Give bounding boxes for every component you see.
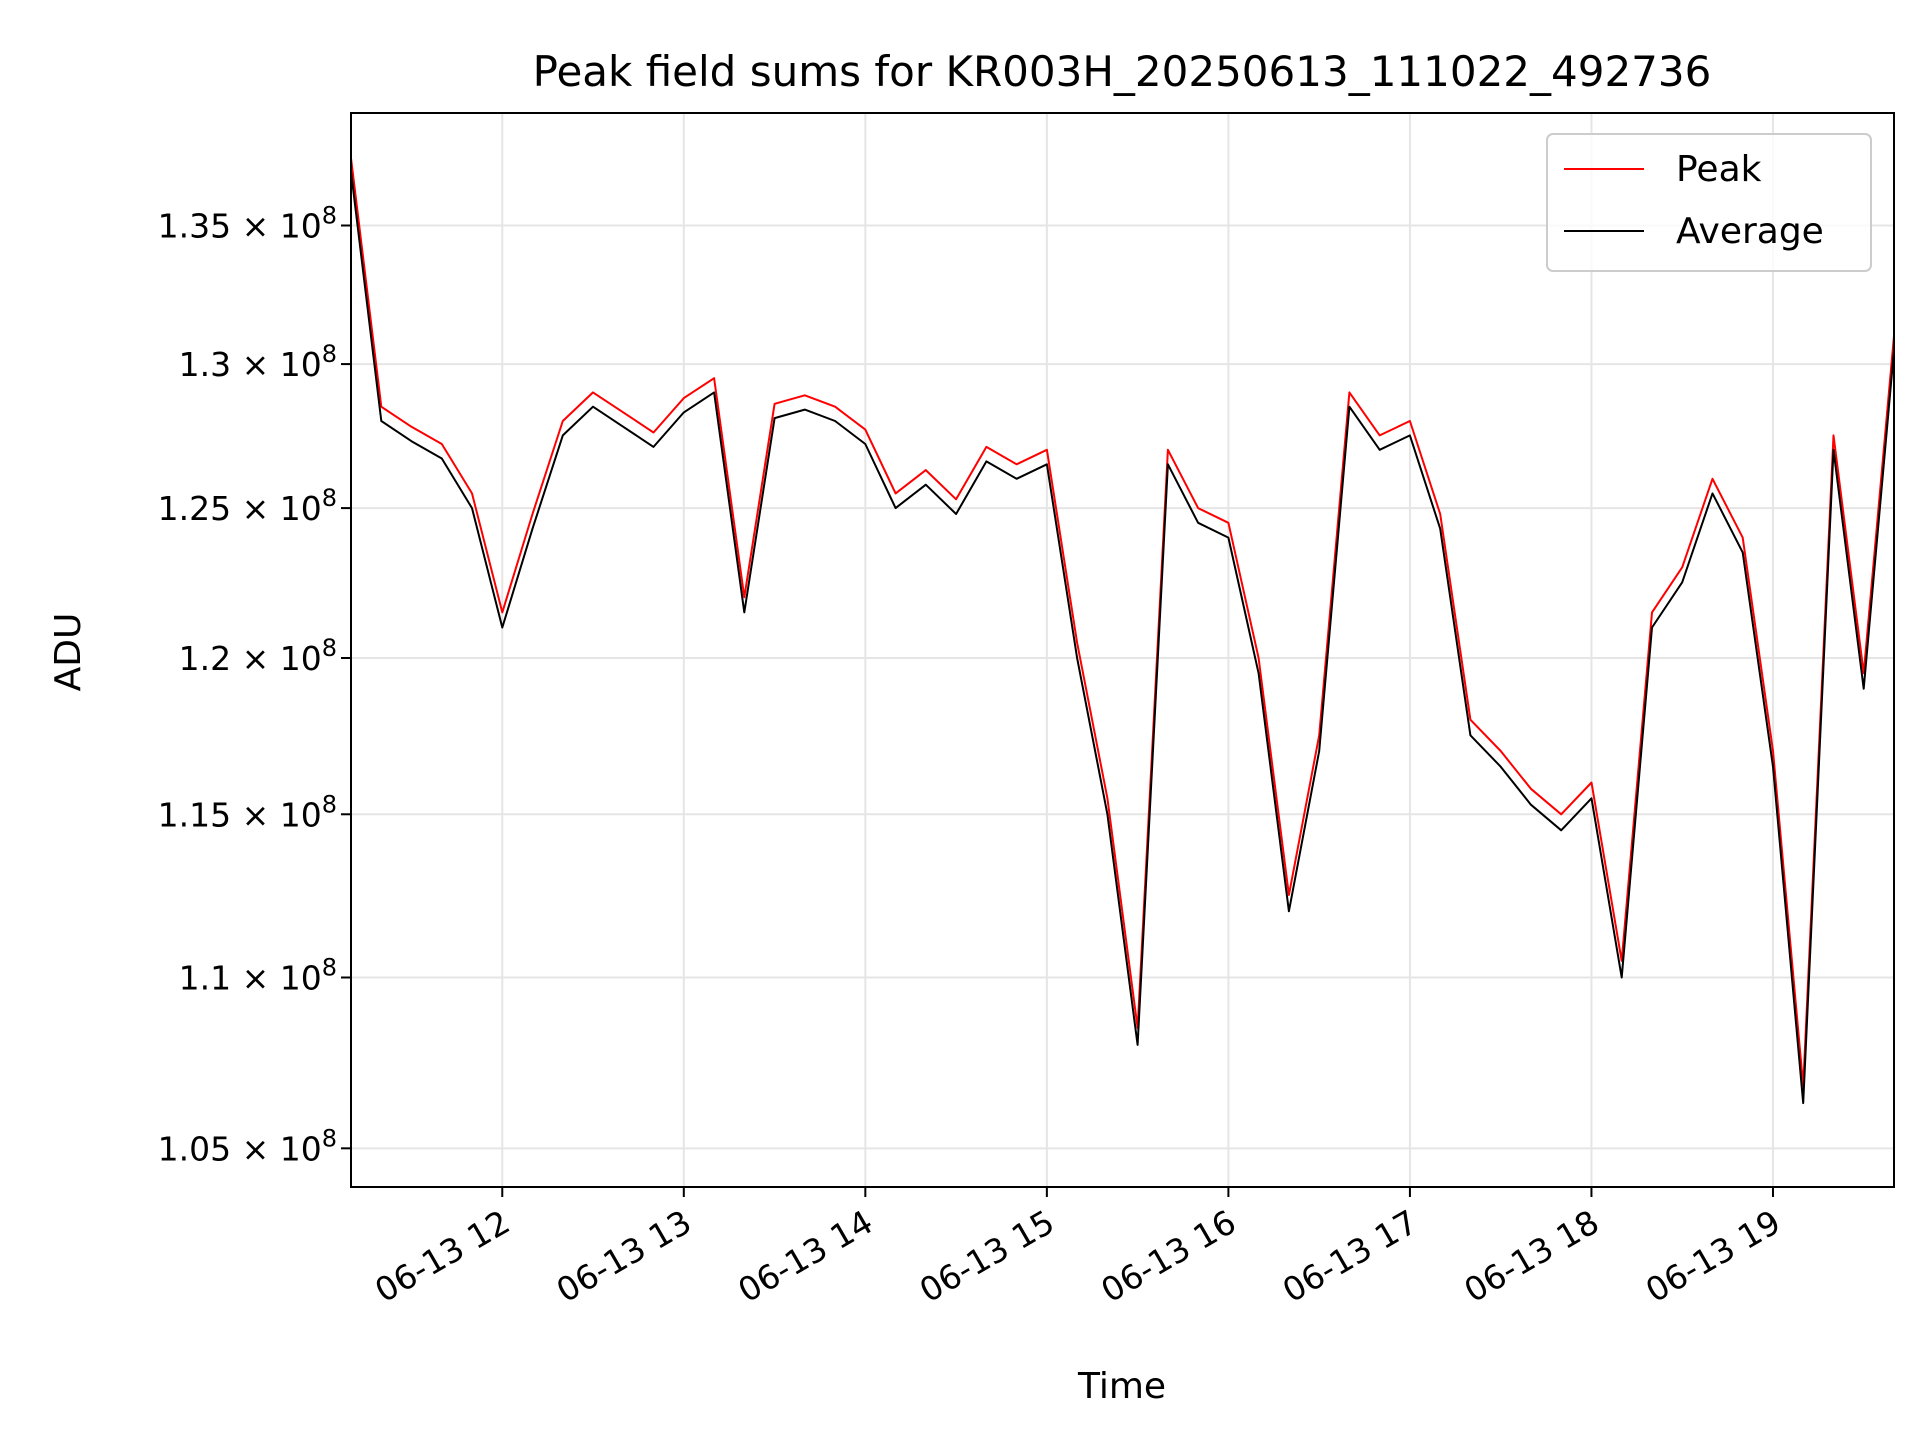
chart-title: Peak field sums for KR003H_20250613_1110…: [533, 47, 1712, 96]
average-series-line: [350, 171, 1895, 1105]
x-tick-label: 06-13 13: [550, 1202, 698, 1310]
x-tick-label: 06-13 19: [1639, 1202, 1787, 1310]
peak-series-line: [350, 157, 1895, 1087]
y-tick-label: 1.35 × 108: [158, 201, 337, 245]
y-tick-label: 1.3 × 108: [179, 340, 337, 384]
y-tick-label: 1.05 × 108: [158, 1124, 337, 1168]
legend-peak-label: Peak: [1676, 149, 1762, 190]
y-tick-label: 1.1 × 108: [179, 954, 337, 998]
y-tick-label: 1.15 × 108: [158, 790, 337, 834]
y-tick-label: 1.25 × 108: [158, 484, 337, 528]
x-tick-label: 06-13 15: [913, 1202, 1061, 1310]
x-tick-label: 06-13 17: [1276, 1202, 1424, 1310]
x-tick-label: 06-13 18: [1457, 1202, 1605, 1310]
series-lines: [350, 157, 1895, 1105]
grid: [351, 113, 1894, 1187]
x-axis-label: Time: [1077, 1366, 1166, 1407]
x-tick-label: 06-13 14: [731, 1202, 879, 1310]
legend-average-label: Average: [1676, 211, 1824, 252]
y-axis-label: ADU: [48, 613, 89, 692]
y-tick-label: 1.2 × 108: [179, 634, 337, 678]
x-axis: 06-13 12 06-13 13 06-13 14 06-13 15 06-13 16…: [368, 1187, 1787, 1310]
y-axis: 1.05 × 108 1.1 × 108 1.15 × 108 1.2 × 108 1.…: [158, 201, 351, 1168]
legend: Peak Average: [1546, 133, 1872, 272]
x-tick-label: 06-13 16: [1094, 1202, 1242, 1310]
x-tick-label: 06-13 12: [368, 1202, 516, 1310]
plot-frame: [350, 112, 1895, 1188]
